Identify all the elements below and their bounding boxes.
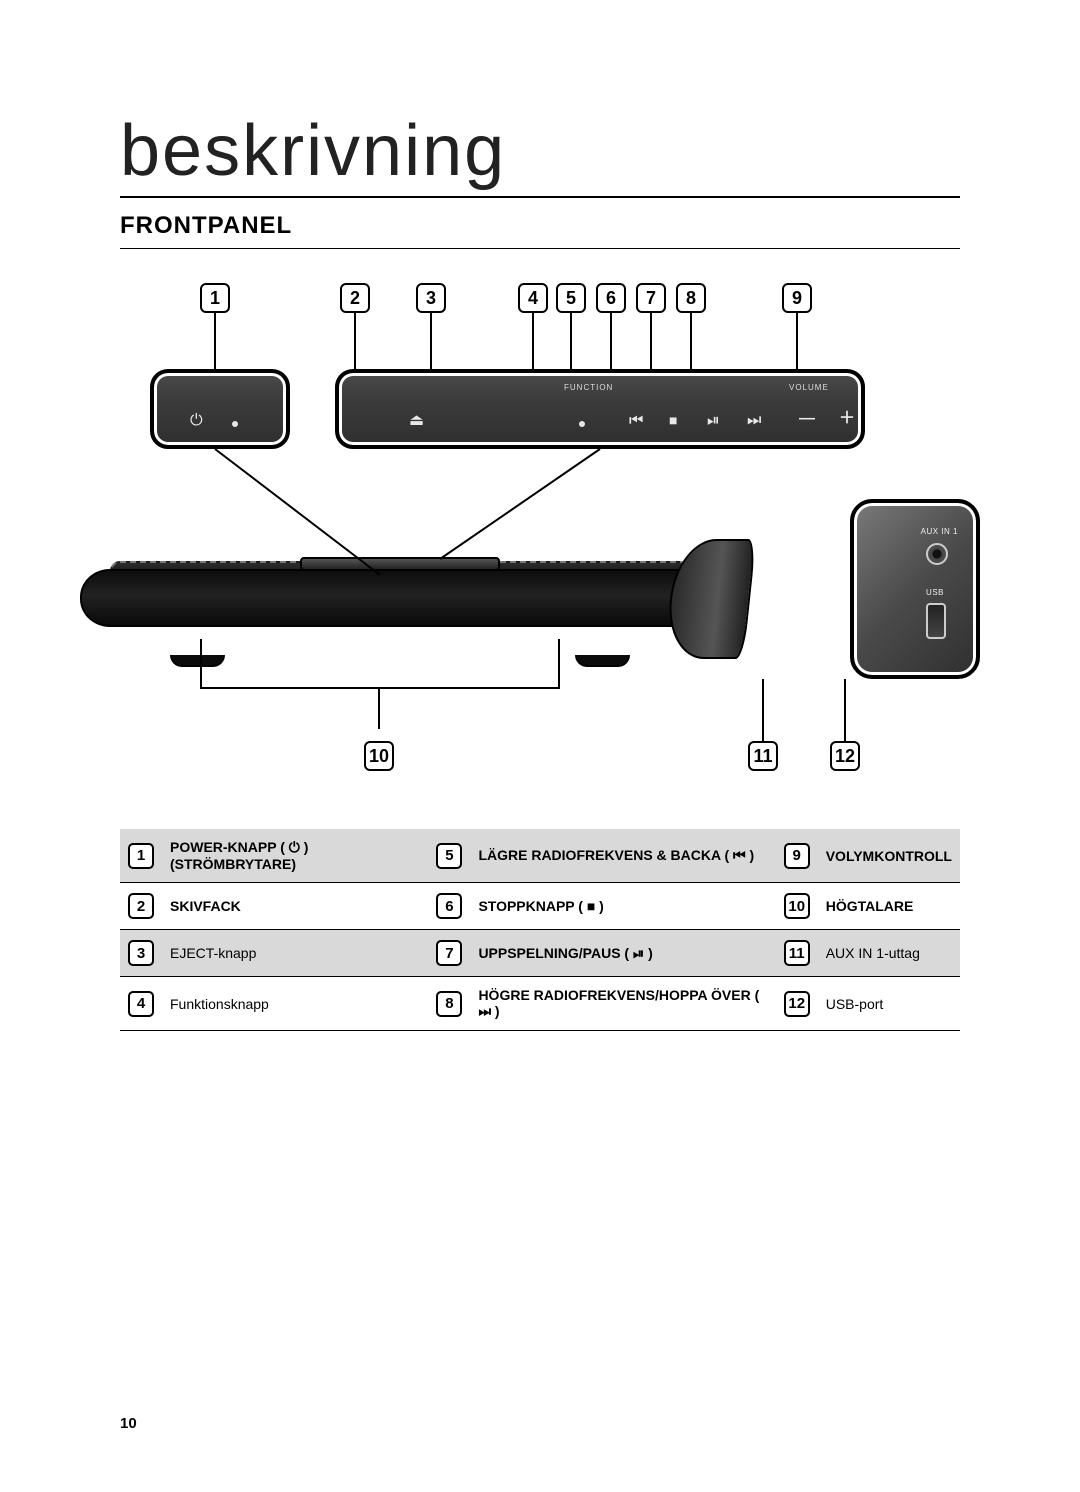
legend-number-cell: 10	[776, 883, 818, 930]
legend-number-cell: 7	[428, 930, 470, 977]
next-icon: ⏭	[747, 413, 761, 429]
callout-5: 5	[556, 283, 586, 313]
callout-10: 10	[364, 741, 394, 771]
frontpanel-diagram: 123456789 ⏻ FUNCTION VOLUME ⏏ ⏮ ■ ⏯ ⏭ — …	[120, 279, 960, 809]
function-dot	[579, 421, 585, 427]
page-number: 10	[120, 1415, 137, 1432]
legend-text-cell: HÖGTALARE	[818, 883, 960, 930]
legend-text-cell: EJECT-knapp	[162, 930, 428, 977]
usb-port	[926, 603, 946, 639]
legend-number-cell: 3	[120, 930, 162, 977]
aux-jack	[926, 543, 948, 565]
eject-icon: ⏏	[409, 413, 424, 429]
function-label: FUNCTION	[564, 383, 613, 392]
legend-number-cell: 11	[776, 930, 818, 977]
usb-label: USB	[926, 588, 944, 597]
legend-number-cell: 5	[428, 829, 470, 883]
table-row: 2SKIVFACK6STOPPKNAPP ( ■ )10HÖGTALARE	[120, 883, 960, 930]
callout-12: 12	[830, 741, 860, 771]
stop-icon: ■	[669, 413, 677, 427]
callout-3: 3	[416, 283, 446, 313]
section-heading: FRONTPANEL	[120, 212, 960, 249]
legend-text-cell: HÖGRE RADIOFREKVENS/HOPPA ÖVER ( ⏭ )	[470, 977, 775, 1031]
callout-6: 6	[596, 283, 626, 313]
legend-text-cell: STOPPKNAPP ( ■ )	[470, 883, 775, 930]
legend-number-cell: 1	[120, 829, 162, 883]
speaker-bracket-stem	[378, 689, 380, 729]
prev-icon: ⏮	[629, 413, 643, 429]
legend-number-cell: 2	[120, 883, 162, 930]
power-icon: ⏻	[190, 413, 203, 429]
legend-text-cell: Funktionsknapp	[162, 977, 428, 1031]
legend-text-cell: USB-port	[818, 977, 960, 1031]
legend-text-cell: AUX IN 1-uttag	[818, 930, 960, 977]
table-row: 4Funktionsknapp8HÖGRE RADIOFREKVENS/HOPP…	[120, 977, 960, 1031]
legend-table: 1POWER-KNAPP ( ⏻ ) (STRÖMBRYTARE)5LÄGRE …	[120, 829, 960, 1031]
play-pause-icon: ⏯	[707, 413, 720, 429]
legend-number-cell: 4	[120, 977, 162, 1031]
callout-7: 7	[636, 283, 666, 313]
indicator-dot	[232, 421, 238, 427]
page-title: beskrivning	[120, 110, 960, 198]
callout-9: 9	[782, 283, 812, 313]
power-panel-inset: ⏻	[150, 369, 290, 449]
vol-minus-icon: —	[799, 411, 815, 427]
legend-text-cell: UPPSPELNING/PAUS ( ⏯ )	[470, 930, 775, 977]
legend-text-cell: SKIVFACK	[162, 883, 428, 930]
legend-text-cell: VOLYMKONTROLL	[818, 829, 960, 883]
side-ports-inset: AUX IN 1 USB	[730, 499, 980, 689]
table-row: 1POWER-KNAPP ( ⏻ ) (STRÖMBRYTARE)5LÄGRE …	[120, 829, 960, 883]
legend-text-cell: LÄGRE RADIOFREKVENS & BACKA ( ⏮ )	[470, 829, 775, 883]
legend-number-cell: 6	[428, 883, 470, 930]
legend-text-cell: POWER-KNAPP ( ⏻ ) (STRÖMBRYTARE)	[162, 829, 428, 883]
speaker-bracket	[200, 639, 560, 689]
controls-panel-inset: FUNCTION VOLUME ⏏ ⏮ ■ ⏯ ⏭ — ＋	[335, 369, 865, 449]
volume-label: VOLUME	[789, 383, 829, 392]
legend-number-cell: 9	[776, 829, 818, 883]
aux-label: AUX IN 1	[921, 527, 958, 536]
table-row: 3EJECT-knapp7UPPSPELNING/PAUS ( ⏯ )11AUX…	[120, 930, 960, 977]
callout-8: 8	[676, 283, 706, 313]
vol-plus-icon: ＋	[839, 411, 855, 427]
legend-number-cell: 8	[428, 977, 470, 1031]
callout-4: 4	[518, 283, 548, 313]
callout-2: 2	[340, 283, 370, 313]
callout-1: 1	[200, 283, 230, 313]
callout-11: 11	[748, 741, 778, 771]
legend-number-cell: 12	[776, 977, 818, 1031]
